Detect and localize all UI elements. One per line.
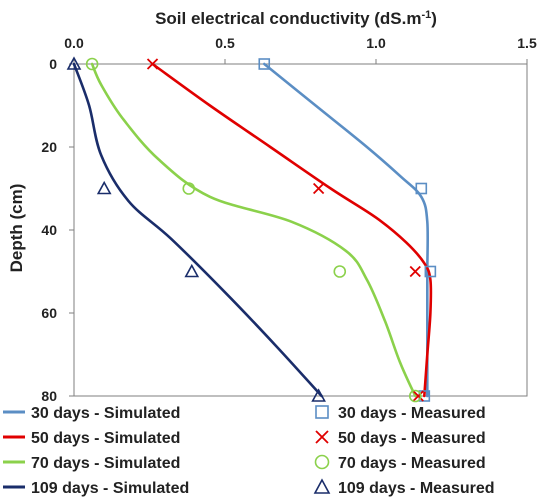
legend-label: 70 days - Measured (338, 455, 486, 472)
y-tick-label: 20 (41, 139, 57, 155)
legend-label: 30 days - Simulated (31, 405, 180, 422)
x-tick-label: 0.0 (64, 35, 84, 51)
series-line-3 (72, 62, 323, 398)
x-tick-label: 1.0 (366, 35, 386, 51)
plot-frame (73, 63, 528, 397)
legend-marker-circle (314, 454, 330, 470)
y-tick-label: 60 (41, 305, 57, 321)
data-point-circle (333, 265, 347, 278)
series-line-0 (263, 62, 430, 398)
data-point-x (312, 182, 325, 195)
data-point-square (424, 265, 437, 278)
legend-marker-triangle (313, 478, 331, 494)
data-point-square (415, 182, 428, 195)
legend-label: 50 days - Simulated (31, 430, 180, 447)
x-axis-title: Soil electrical conductivity (dS.m-1) (155, 9, 437, 28)
series-line-1 (151, 62, 433, 398)
legend-label: 50 days - Measured (338, 430, 486, 447)
data-point-circle (182, 182, 196, 195)
legend-label: 109 days - Measured (338, 480, 495, 497)
legend-marker-x (315, 430, 329, 444)
data-point-x (409, 265, 421, 278)
legend: 30 days - Simulated 50 days - Simulated 70… (3, 405, 495, 497)
data-point-x (412, 390, 424, 402)
data-point-circle (85, 57, 99, 71)
legend-marker-square (315, 405, 329, 419)
y-axis-title: Depth (cm) (7, 184, 26, 273)
legend-label: 70 days - Simulated (31, 455, 180, 472)
series-line-2 (90, 62, 417, 398)
y-tick-label: 40 (41, 222, 57, 238)
x-tick-label: 0.5 (215, 35, 235, 51)
data-point-triangle (184, 263, 200, 278)
y-tick-label: 0 (49, 56, 57, 72)
x-tick-label: 1.5 (517, 35, 537, 51)
data-point-triangle (96, 180, 112, 195)
data-point-triangle (311, 388, 326, 402)
data-point-triangle (66, 56, 82, 70)
legend-label: 30 days - Measured (338, 405, 486, 422)
data-point-x (146, 58, 159, 70)
legend-label: 109 days - Simulated (31, 480, 189, 497)
y-tick-label: 80 (41, 388, 57, 404)
plot-area: 0.0 0.5 1.0 1.5 0 20 40 60 80 (41, 35, 537, 404)
data-point-circle (408, 389, 422, 403)
data-point-square (258, 58, 271, 70)
